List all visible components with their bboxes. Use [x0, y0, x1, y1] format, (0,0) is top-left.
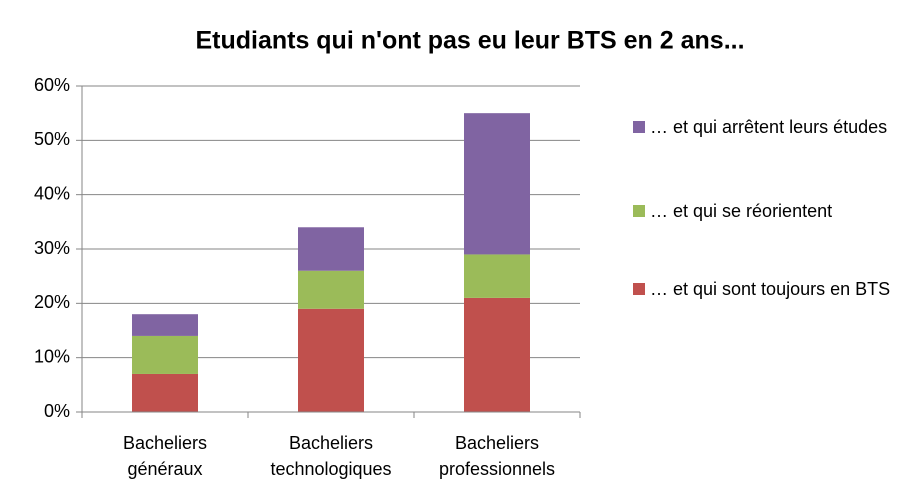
bar-segment	[464, 254, 530, 298]
x-tick-label: Bacheliers professionnels	[438, 433, 556, 479]
legend-label: … et qui sont toujours en BTS	[650, 279, 891, 299]
bar-segment	[132, 335, 198, 374]
x-tick-label: Bacheliers généraux	[122, 433, 208, 479]
y-tick-label: 40%	[34, 183, 70, 203]
x-tick-label: Bacheliers technologiques	[270, 433, 392, 479]
y-tick-label: 20%	[34, 292, 70, 312]
chart-title: Etudiants qui n'ont pas eu leur BTS en 2…	[195, 27, 744, 55]
bar-segment	[298, 227, 364, 271]
y-tick-label: 60%	[34, 75, 70, 95]
bar-segment	[464, 113, 530, 255]
y-tick-label: 10%	[34, 346, 70, 366]
bar-segment	[132, 314, 198, 336]
legend-swatch	[633, 283, 645, 295]
bar-segment	[132, 373, 198, 412]
legend-swatch	[633, 121, 645, 133]
bar-segment	[298, 308, 364, 412]
y-tick-label: 0%	[44, 401, 70, 421]
legend-label: … et qui arrêtent leurs études	[650, 117, 888, 137]
y-tick-label: 30%	[34, 238, 70, 258]
legend-label: … et qui se réorientent	[650, 201, 833, 221]
legend-swatch	[633, 205, 645, 217]
bar-segment	[464, 297, 530, 412]
y-tick-label: 50%	[34, 129, 70, 149]
bar-segment	[298, 270, 364, 309]
